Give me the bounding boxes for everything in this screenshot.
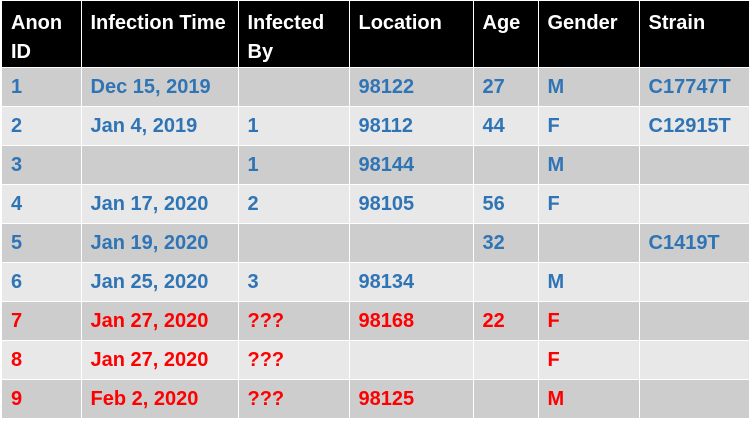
cell-infected-by: 2	[237, 184, 349, 224]
column-header-infected-by: Infected By	[237, 1, 349, 68]
table-row: 6 Jan 25, 2020 3 98134 M	[2, 262, 749, 302]
cell-age	[472, 145, 538, 185]
table-row: 1 Dec 15, 2019 98122 27 M C17747T	[2, 67, 749, 107]
cell-gender: M	[537, 145, 639, 185]
cell-gender: M	[537, 262, 639, 302]
cell-age	[472, 340, 538, 380]
cell-location: 98122	[348, 67, 473, 107]
cell-infection-time: Jan 27, 2020	[80, 340, 238, 380]
cell-infection-time: Jan 19, 2020	[80, 223, 238, 263]
cell-infected-by	[237, 67, 349, 107]
cell-infected-by: 3	[237, 262, 349, 302]
cell-infection-time: Jan 4, 2019	[80, 106, 238, 146]
cell-location: 98144	[348, 145, 473, 185]
cell-age	[472, 379, 538, 419]
cell-infection-time: Dec 15, 2019	[80, 67, 238, 107]
cell-anon-id: 6	[2, 262, 81, 302]
cell-strain	[638, 145, 749, 185]
cell-anon-id: 7	[2, 301, 81, 341]
cell-anon-id: 9	[2, 379, 81, 419]
cell-age: 32	[472, 223, 538, 263]
cell-location: 98125	[348, 379, 473, 419]
cell-infected-by: ???	[237, 379, 349, 419]
cell-location: 98168	[348, 301, 473, 341]
cell-gender: F	[537, 184, 639, 224]
cell-strain	[638, 379, 749, 419]
cell-infected-by: ???	[237, 301, 349, 341]
cell-strain: C17747T	[638, 67, 749, 107]
cell-location	[348, 340, 473, 380]
cell-strain	[638, 184, 749, 224]
cell-infected-by: 1	[237, 106, 349, 146]
table-row: 3 1 98144 M	[2, 145, 749, 185]
cell-strain: C12915T	[638, 106, 749, 146]
cell-age	[472, 262, 538, 302]
cell-anon-id: 3	[2, 145, 81, 185]
cell-age: 22	[472, 301, 538, 341]
cell-age: 44	[472, 106, 538, 146]
cell-infected-by	[237, 223, 349, 263]
infection-table: Anon ID Infection Time Infected By Locat…	[2, 1, 749, 419]
cell-infection-time: Feb 2, 2020	[80, 379, 238, 419]
cell-strain	[638, 340, 749, 380]
cell-anon-id: 8	[2, 340, 81, 380]
cell-strain: C1419T	[638, 223, 749, 263]
cell-anon-id: 1	[2, 67, 81, 107]
cell-strain	[638, 262, 749, 302]
header-row: Anon ID Infection Time Infected By Locat…	[2, 1, 749, 68]
cell-infection-time: Jan 17, 2020	[80, 184, 238, 224]
cell-age: 27	[472, 67, 538, 107]
cell-location: 98134	[348, 262, 473, 302]
cell-gender: M	[537, 379, 639, 419]
cell-location	[348, 223, 473, 263]
table-row: 4 Jan 17, 2020 2 98105 56 F	[2, 184, 749, 224]
cell-strain	[638, 301, 749, 341]
cell-gender: F	[537, 301, 639, 341]
cell-gender: M	[537, 67, 639, 107]
cell-age: 56	[472, 184, 538, 224]
cell-infected-by: ???	[237, 340, 349, 380]
column-header-strain: Strain	[638, 1, 749, 68]
column-header-location: Location	[348, 1, 473, 68]
cell-infection-time: Jan 27, 2020	[80, 301, 238, 341]
table-row: 9 Feb 2, 2020 ??? 98125 M	[2, 379, 749, 419]
table-row: 8 Jan 27, 2020 ??? F	[2, 340, 749, 380]
column-header-age: Age	[472, 1, 538, 68]
table-row: 5 Jan 19, 2020 32 C1419T	[2, 223, 749, 263]
cell-infected-by: 1	[237, 145, 349, 185]
cell-location: 98112	[348, 106, 473, 146]
cell-infection-time	[80, 145, 238, 185]
table-row: 7 Jan 27, 2020 ??? 98168 22 F	[2, 301, 749, 341]
cell-infection-time: Jan 25, 2020	[80, 262, 238, 302]
table-row: 2 Jan 4, 2019 1 98112 44 F C12915T	[2, 106, 749, 146]
cell-gender: F	[537, 106, 639, 146]
cell-location: 98105	[348, 184, 473, 224]
column-header-infection-time: Infection Time	[80, 1, 238, 68]
column-header-anon-id: Anon ID	[2, 1, 81, 68]
cell-anon-id: 4	[2, 184, 81, 224]
column-header-gender: Gender	[537, 1, 639, 68]
cell-gender: F	[537, 340, 639, 380]
cell-gender	[537, 223, 639, 263]
cell-anon-id: 2	[2, 106, 81, 146]
cell-anon-id: 5	[2, 223, 81, 263]
